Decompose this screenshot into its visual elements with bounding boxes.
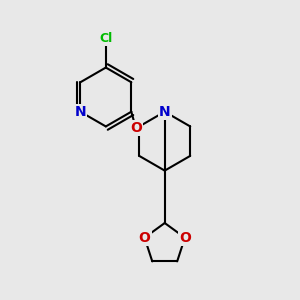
- Text: N: N: [159, 105, 170, 119]
- Text: O: O: [139, 231, 151, 245]
- Text: Cl: Cl: [99, 32, 112, 45]
- Text: O: O: [179, 231, 191, 245]
- Text: N: N: [74, 105, 86, 119]
- Text: O: O: [130, 121, 142, 135]
